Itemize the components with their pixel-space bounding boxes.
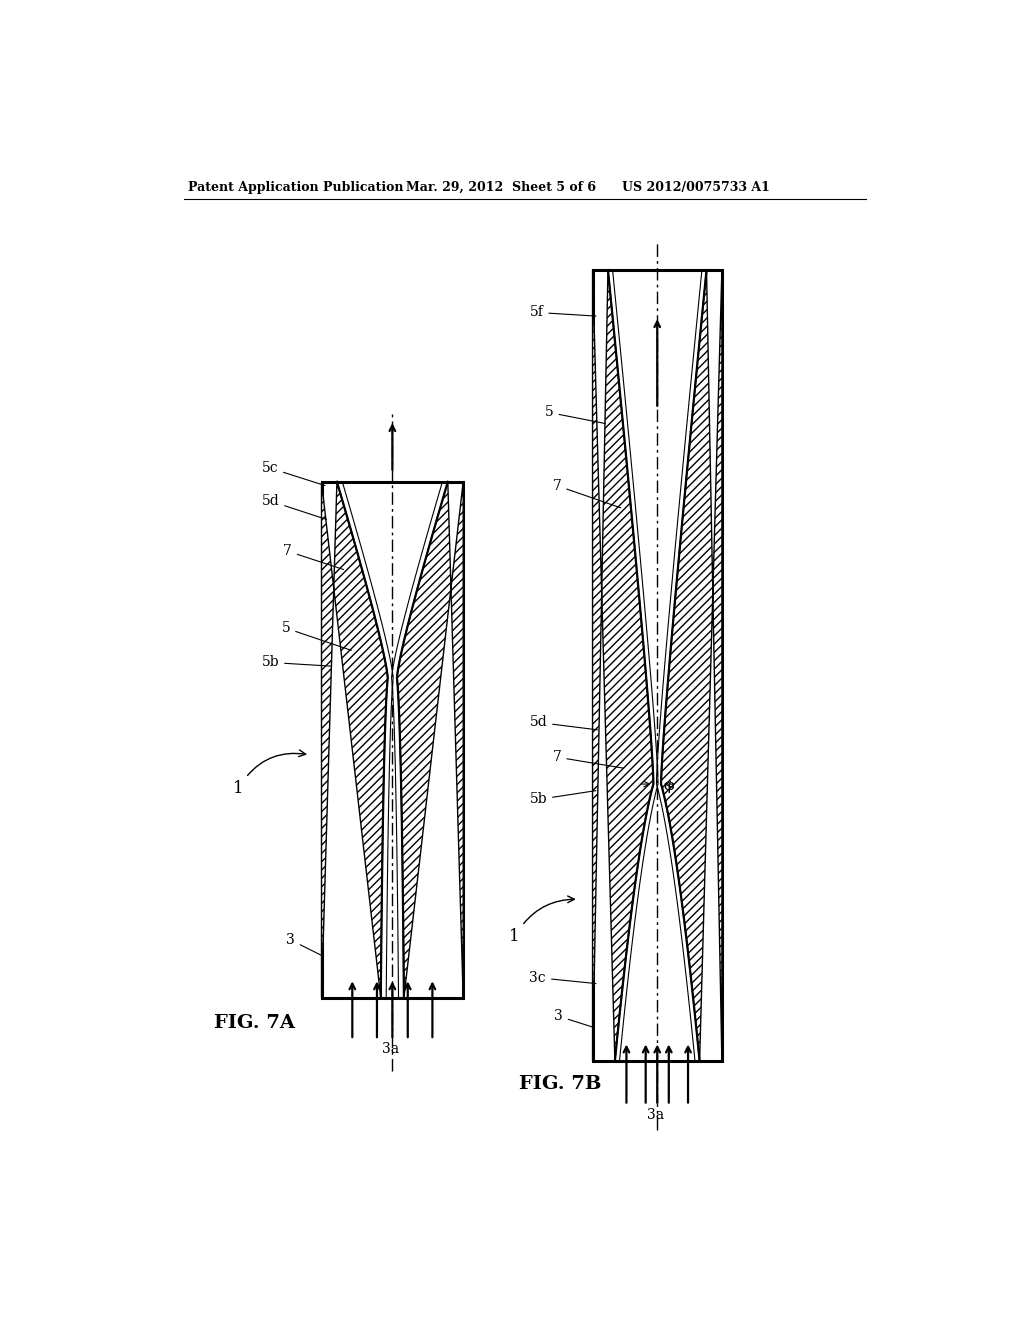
Text: Mar. 29, 2012  Sheet 5 of 6: Mar. 29, 2012 Sheet 5 of 6 — [407, 181, 596, 194]
Text: US 2012/0075733 A1: US 2012/0075733 A1 — [622, 181, 770, 194]
Text: 5d: 5d — [261, 494, 327, 520]
Text: Patent Application Publication: Patent Application Publication — [188, 181, 403, 194]
Text: 1: 1 — [233, 750, 306, 797]
Text: FIG. 7A: FIG. 7A — [214, 1015, 295, 1032]
Text: 3c: 3c — [529, 970, 596, 985]
Text: 1: 1 — [509, 896, 574, 945]
Polygon shape — [593, 271, 653, 1061]
Text: 5d: 5d — [529, 715, 598, 730]
Text: 7: 7 — [283, 544, 343, 569]
Polygon shape — [322, 482, 388, 998]
Text: 5: 5 — [545, 405, 605, 424]
Text: φ: φ — [664, 779, 674, 793]
Text: 3a: 3a — [382, 1043, 399, 1056]
Text: 5b: 5b — [261, 656, 331, 669]
Text: 5: 5 — [282, 622, 351, 651]
Text: 3: 3 — [554, 1010, 595, 1028]
Bar — [322, 482, 463, 998]
Text: 3a: 3a — [647, 1107, 665, 1122]
Text: 7: 7 — [553, 750, 624, 768]
Polygon shape — [397, 482, 463, 998]
Bar — [593, 271, 722, 1061]
Text: 5b: 5b — [529, 791, 596, 807]
Text: 5c: 5c — [261, 461, 325, 486]
Polygon shape — [662, 271, 722, 1061]
Text: 5f: 5f — [529, 305, 596, 319]
Text: 3: 3 — [286, 933, 324, 957]
Text: FIG. 7B: FIG. 7B — [519, 1074, 602, 1093]
Text: 7: 7 — [553, 479, 621, 508]
